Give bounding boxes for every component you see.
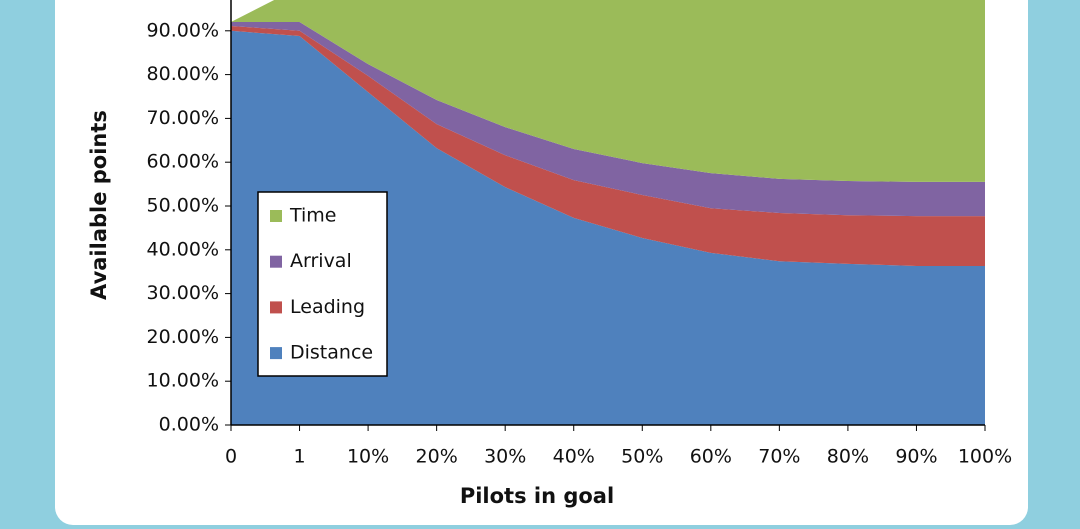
y-tick-label: 90.00% (147, 19, 219, 41)
x-tick-label: 80% (827, 446, 869, 468)
y-tick-label: 60.00% (147, 151, 219, 173)
y-tick-label: 0.00% (159, 414, 219, 436)
legend-swatch (270, 255, 282, 268)
y-tick-label: 40.00% (147, 238, 219, 260)
x-tick-label: 1 (293, 446, 305, 468)
legend-label: Arrival (290, 250, 352, 272)
y-tick-label: 70.00% (147, 107, 219, 129)
x-tick-label: 30% (484, 446, 526, 468)
y-axis-title: Available points (87, 110, 111, 300)
legend-label: Leading (290, 296, 365, 318)
x-tick-label: 10% (347, 446, 389, 468)
x-tick-label: 60% (690, 446, 732, 468)
x-tick-label: 100% (958, 446, 1012, 468)
legend-swatch (270, 347, 282, 360)
area (231, 25, 985, 267)
legend-label: Time (289, 205, 337, 227)
legend (257, 191, 388, 377)
area (231, 22, 985, 217)
legend-swatch (270, 210, 282, 222)
y-tick-label: 80.00% (147, 63, 219, 85)
y-tick-label: 50.00% (147, 195, 219, 217)
x-tick-label: 90% (895, 446, 937, 468)
area (231, 0, 985, 182)
x-tick-label: 0 (225, 446, 237, 468)
y-tick-label: 10.00% (147, 370, 219, 392)
area (231, 30, 985, 426)
x-tick-label: 50% (621, 446, 663, 468)
x-tick-label: 20% (416, 446, 458, 468)
x-tick-label: 40% (553, 446, 595, 468)
y-tick-label: 20.00% (147, 326, 219, 348)
legend-swatch (270, 301, 282, 314)
y-tick-label: 30.00% (147, 282, 219, 304)
legend-label: Distance (290, 342, 373, 364)
x-tick-label: 70% (758, 446, 800, 468)
x-axis-title: Pilots in goal (460, 484, 614, 508)
